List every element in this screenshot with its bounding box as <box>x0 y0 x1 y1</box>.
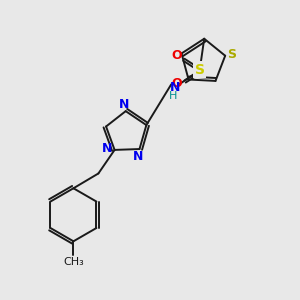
Text: N: N <box>169 81 180 94</box>
Text: N: N <box>102 142 112 155</box>
Text: O: O <box>172 77 182 90</box>
Text: CH₃: CH₃ <box>63 257 84 267</box>
Text: S: S <box>227 48 236 61</box>
Text: H: H <box>169 91 178 101</box>
Text: N: N <box>119 98 129 111</box>
Text: N: N <box>133 150 143 163</box>
Text: S: S <box>195 63 205 76</box>
Text: O: O <box>172 49 182 62</box>
